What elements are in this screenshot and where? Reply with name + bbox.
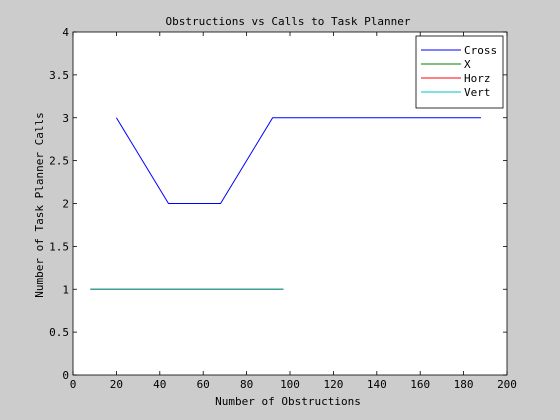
y-tick-label: 3 [62,112,69,125]
x-tick-label: 20 [110,378,123,391]
y-tick-label: 0 [62,369,69,382]
legend-label-cross: Cross [464,44,497,57]
y-tick-label: 4 [62,26,69,39]
chart-title: Obstructions vs Calls to Task Planner [165,15,410,28]
y-tick-label: 1 [62,283,69,296]
x-tick-label: 100 [280,378,300,391]
legend-label-horz: Horz [464,72,491,85]
x-tick-label: 60 [197,378,210,391]
legend-box [415,35,504,109]
y-tick-label: 3.5 [49,69,69,82]
x-tick-label: 160 [410,378,430,391]
y-axis-label: Number of Task Planner Calls [33,112,46,297]
x-tick-label: 200 [497,378,517,391]
y-tick-label: 0.5 [49,326,69,339]
y-tick-label: 2 [62,198,69,211]
x-axis-label: Number of Obstructions [215,395,361,408]
x-tick-label: 180 [454,378,474,391]
x-tick-label: 0 [70,378,77,391]
legend-label-vert: Vert [464,86,491,99]
x-tick-label: 120 [323,378,343,391]
ticks-layer: 0 20 40 60 80 100 120 140 160 180 200 0 0.5 1 1.5 2 2.5 3… [49,26,517,391]
series-line-cross [115,117,481,204]
y-tick-label: 1.5 [49,240,69,253]
x-tick-label: 40 [153,378,166,391]
x-tick-label: 80 [240,378,253,391]
series-layer [90,117,481,290]
legend-label-x: X [464,58,471,71]
y-tick-label: 2.5 [49,155,69,168]
x-tick-label: 140 [367,378,387,391]
